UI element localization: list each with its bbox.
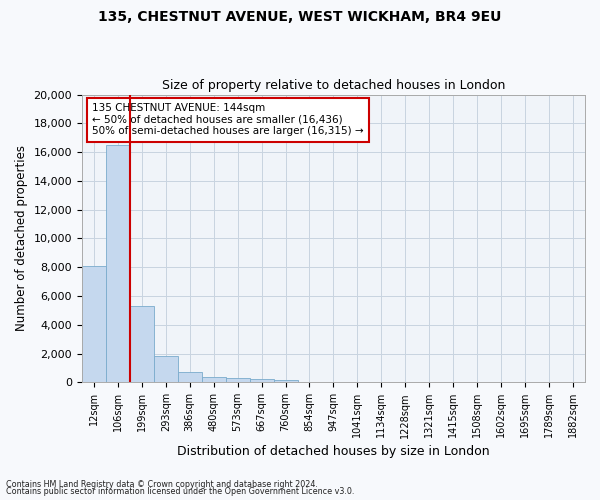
Bar: [178, 372, 202, 382]
Title: Size of property relative to detached houses in London: Size of property relative to detached ho…: [162, 79, 505, 92]
X-axis label: Distribution of detached houses by size in London: Distribution of detached houses by size …: [177, 444, 490, 458]
Bar: [202, 378, 226, 382]
Bar: [250, 379, 274, 382]
Y-axis label: Number of detached properties: Number of detached properties: [15, 146, 28, 332]
Bar: [226, 378, 250, 382]
Bar: [106, 145, 130, 382]
Bar: [82, 266, 106, 382]
Text: Contains public sector information licensed under the Open Government Licence v3: Contains public sector information licen…: [6, 488, 355, 496]
Text: Contains HM Land Registry data © Crown copyright and database right 2024.: Contains HM Land Registry data © Crown c…: [6, 480, 318, 489]
Text: 135, CHESTNUT AVENUE, WEST WICKHAM, BR4 9EU: 135, CHESTNUT AVENUE, WEST WICKHAM, BR4 …: [98, 10, 502, 24]
Bar: [154, 356, 178, 382]
Bar: [130, 306, 154, 382]
Bar: [274, 380, 298, 382]
Text: 135 CHESTNUT AVENUE: 144sqm
← 50% of detached houses are smaller (16,436)
50% of: 135 CHESTNUT AVENUE: 144sqm ← 50% of det…: [92, 103, 364, 136]
